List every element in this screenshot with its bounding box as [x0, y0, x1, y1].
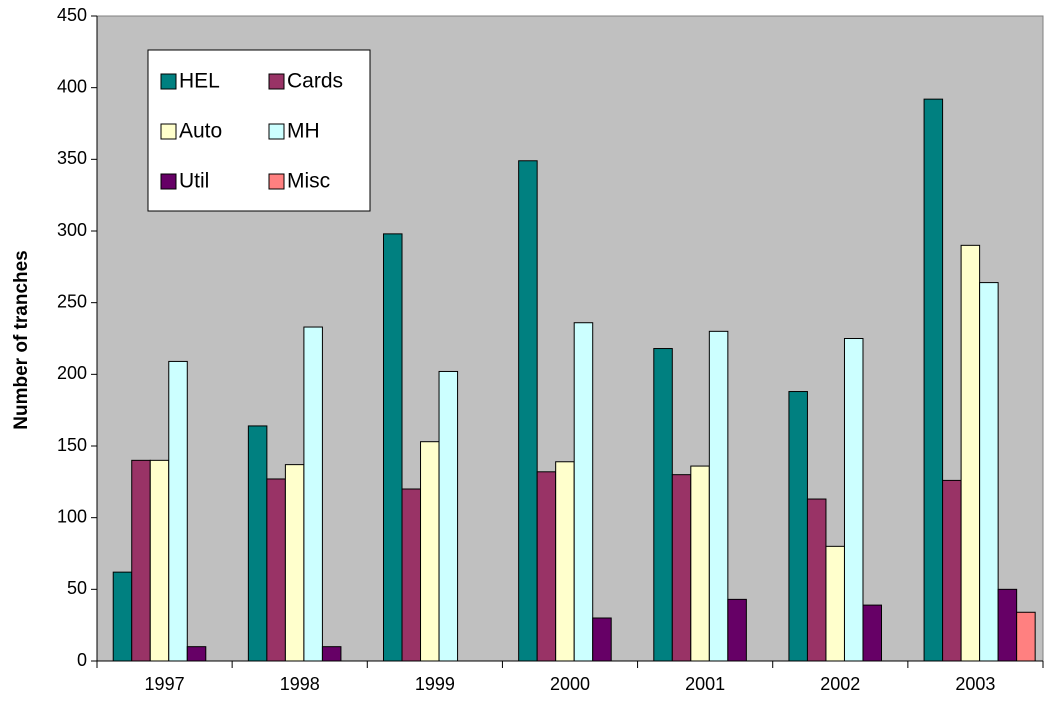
bar	[168, 360, 188, 662]
bar	[149, 459, 170, 662]
y-tick-label: 300	[57, 220, 87, 240]
y-axis-label: Number of tranches	[11, 250, 32, 429]
bar	[942, 479, 962, 662]
legend-label: Misc	[287, 170, 330, 193]
legend-label: Util	[179, 170, 209, 193]
bar	[401, 488, 422, 662]
y-tick-label: 400	[57, 76, 87, 96]
bar	[1016, 611, 1036, 662]
bar	[518, 160, 538, 662]
y-tick-label: 150	[57, 435, 87, 455]
x-tick-label: 2000	[550, 674, 590, 694]
legend-swatch	[160, 73, 177, 90]
x-tick-label: 2002	[820, 674, 860, 694]
bar	[708, 330, 729, 662]
legend-swatch	[268, 73, 285, 90]
legend-label: MH	[287, 120, 320, 143]
x-tick-label: 2003	[955, 674, 995, 694]
bar	[727, 598, 747, 662]
y-tick-label: 100	[57, 506, 87, 526]
bar	[788, 391, 808, 662]
legend-swatch	[268, 173, 285, 190]
bar	[284, 464, 305, 662]
legend-swatch	[160, 173, 177, 190]
x-tick-label: 1998	[280, 674, 320, 694]
legend	[147, 49, 371, 212]
x-tick-label: 2001	[685, 674, 725, 694]
legend-swatch	[160, 123, 177, 140]
bar	[247, 425, 268, 662]
bar	[806, 498, 827, 662]
y-tick-label: 250	[57, 291, 87, 311]
bar	[573, 322, 594, 662]
bar	[420, 441, 440, 662]
bar	[112, 571, 133, 662]
legend-label: HEL	[179, 70, 220, 93]
bar	[438, 370, 459, 662]
x-tick-label: 1997	[145, 674, 185, 694]
legend-label: Cards	[287, 70, 343, 93]
y-tick-label: 350	[57, 148, 87, 168]
bar	[383, 233, 403, 662]
bar	[303, 326, 323, 662]
bar	[321, 646, 342, 662]
bar	[266, 478, 286, 662]
bar	[555, 461, 575, 662]
legend-label: Auto	[179, 120, 222, 143]
bar	[862, 604, 883, 662]
y-tick-label: 200	[57, 363, 87, 383]
y-tick-label: 0	[77, 650, 87, 670]
bar	[186, 646, 207, 662]
bar	[536, 471, 557, 662]
bar	[690, 465, 710, 662]
bar	[592, 617, 612, 662]
bar	[960, 244, 981, 662]
bar	[671, 474, 692, 662]
y-tick-label: 50	[67, 578, 87, 598]
y-tick-label: 450	[57, 5, 87, 25]
x-tick-label: 1999	[415, 674, 455, 694]
bar	[997, 588, 1018, 662]
bar	[923, 98, 944, 662]
bar	[653, 348, 673, 662]
bar	[825, 545, 845, 662]
bar	[979, 282, 999, 662]
legend-swatch	[268, 123, 285, 140]
bar	[131, 459, 151, 662]
bar	[843, 338, 864, 662]
